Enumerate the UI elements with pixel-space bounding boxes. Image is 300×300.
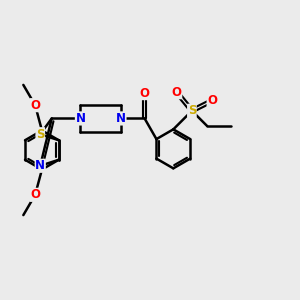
Text: N: N xyxy=(116,112,126,125)
Text: N: N xyxy=(75,112,85,125)
Text: O: O xyxy=(30,99,40,112)
Text: S: S xyxy=(188,104,196,117)
Text: N: N xyxy=(35,159,45,172)
Text: S: S xyxy=(36,128,44,141)
Text: O: O xyxy=(207,94,217,107)
Text: O: O xyxy=(30,188,40,201)
Text: O: O xyxy=(140,87,150,100)
Text: O: O xyxy=(172,86,182,99)
